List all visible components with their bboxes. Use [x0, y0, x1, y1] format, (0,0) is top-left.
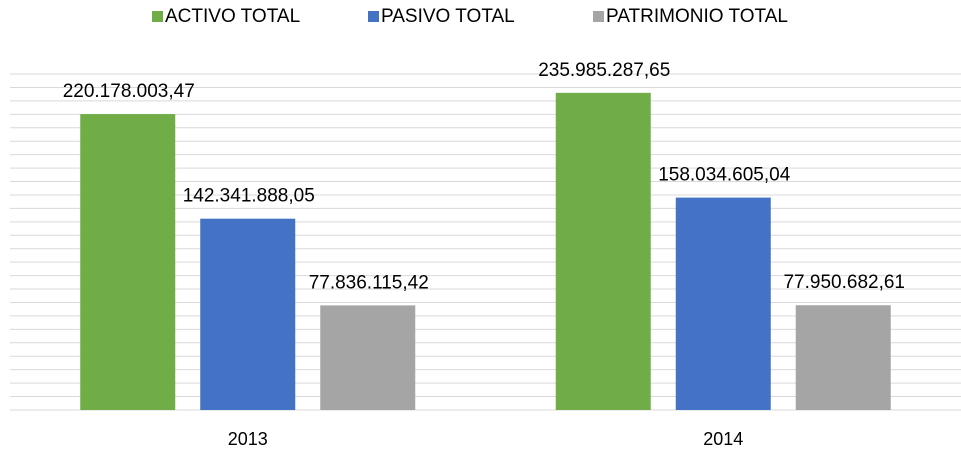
data-label: 142.341.888,05: [183, 186, 315, 207]
bar: [80, 114, 176, 411]
legend-label: PASIVO TOTAL: [381, 6, 515, 27]
bar: [795, 305, 891, 410]
legend-label: ACTIVO TOTAL: [165, 6, 300, 27]
data-label: 77.836.115,42: [309, 272, 429, 293]
data-label: 158.034.605,04: [658, 165, 791, 186]
bar: [675, 197, 771, 410]
legend-swatch: [152, 11, 163, 22]
data-label: 235.985.287,65: [538, 60, 670, 81]
bar: [200, 218, 296, 410]
data-label: 77.950.682,61: [783, 272, 905, 293]
legend-swatch: [368, 11, 379, 22]
x-tick-label: 2014: [703, 429, 743, 449]
legend-label: PATRIMONIO TOTAL: [606, 6, 788, 27]
x-tick-label: 2013: [228, 429, 268, 449]
legend-swatch: [593, 11, 604, 22]
bar: [555, 92, 651, 411]
bar: [320, 305, 416, 410]
data-label: 220.178.003,47: [63, 81, 195, 102]
